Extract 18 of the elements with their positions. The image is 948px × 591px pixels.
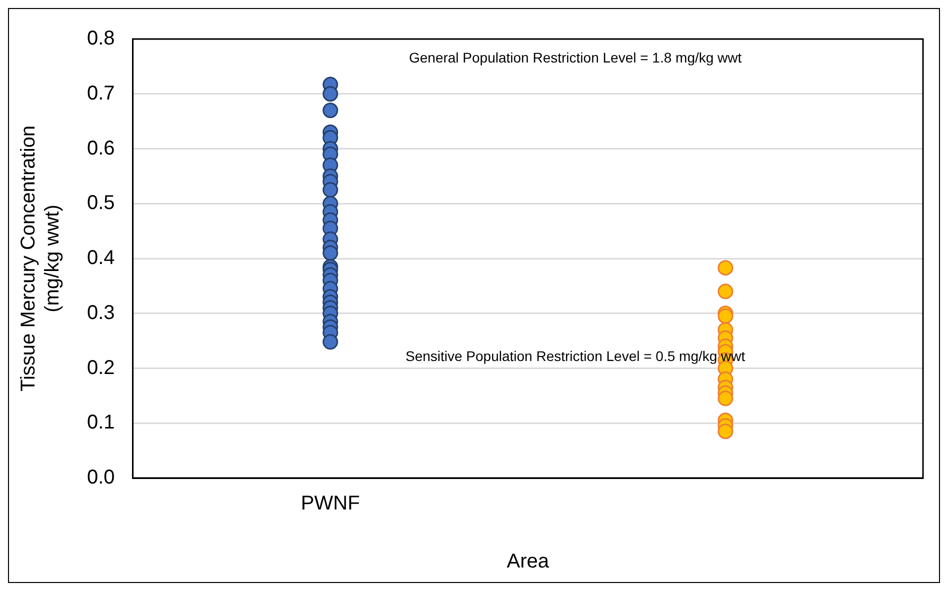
point xyxy=(322,245,338,261)
y-tick-label: 0.6 xyxy=(86,137,115,160)
x-tick-label: PWNF xyxy=(300,492,360,515)
y-tick-label: 0.4 xyxy=(86,247,115,270)
y-tick-label: 0.2 xyxy=(86,356,115,379)
y-tick-label: 0.1 xyxy=(86,412,115,434)
y-tick-label: 0.7 xyxy=(86,82,115,104)
y-tick-label: 0.3 xyxy=(86,302,115,324)
annotation: General Population Restriction Level = 1.8 mg/kg wwt xyxy=(408,50,742,66)
point xyxy=(322,102,338,118)
y-tick-label: 0.8 xyxy=(86,28,115,50)
y-axis-title: Tissue Mercury Concentration (mg/kg wwt) xyxy=(18,125,64,392)
point xyxy=(322,182,338,198)
y-tick-label: 0.0 xyxy=(86,466,115,489)
point xyxy=(322,86,338,102)
y-tick-label: 0.5 xyxy=(86,192,115,214)
point xyxy=(322,334,338,350)
x-axis-title: Area xyxy=(506,550,550,573)
